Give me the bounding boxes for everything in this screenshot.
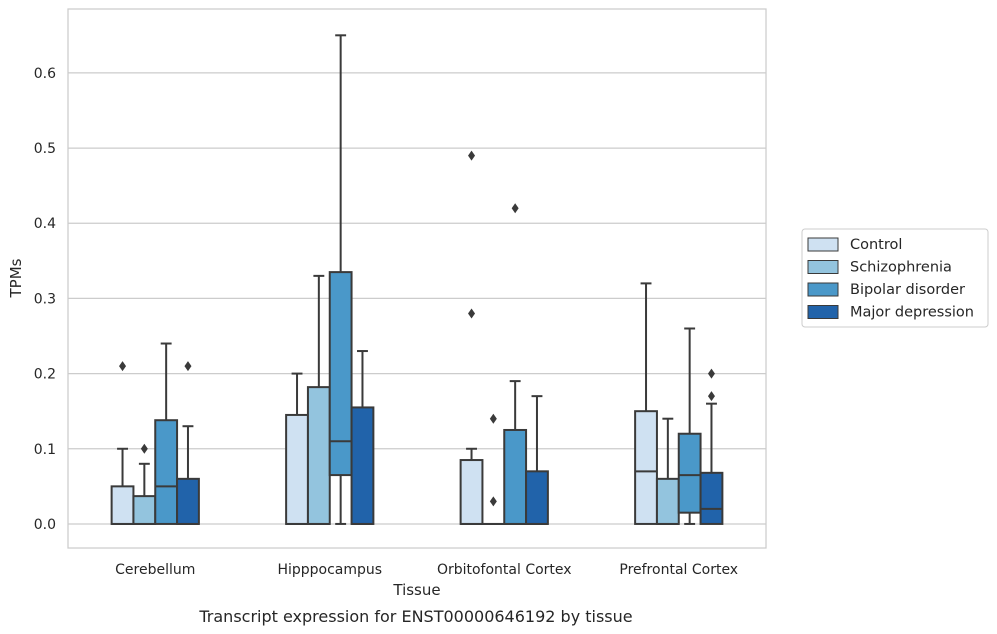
x-tick-label: Orbitofontal Cortex: [437, 562, 572, 578]
x-tick-label: Cerebellum: [115, 562, 195, 578]
legend: Control Schizophrenia Bipolar disorder Majo…: [801, 228, 989, 328]
box-schizophrenia: [655, 417, 680, 525]
box-iqr: [285, 413, 309, 525]
outlier-point: [707, 368, 715, 379]
box-iqr: [655, 477, 680, 525]
legend-swatch: [807, 282, 839, 297]
y-axis-label: TPMs: [7, 258, 25, 298]
legend-swatch: [807, 237, 839, 252]
outlier-point: [468, 150, 476, 161]
outlier-point: [184, 361, 192, 372]
box-bipolar-disorder: [677, 327, 702, 525]
y-tick-label: 0.3: [34, 291, 56, 307]
box-bipolar-disorder: [328, 34, 353, 525]
box-iqr: [154, 419, 179, 525]
box-iqr: [503, 428, 528, 525]
box-bipolar-disorder: [154, 342, 179, 525]
y-tick-label: 0.4: [34, 216, 56, 232]
box-iqr: [306, 386, 331, 525]
outlier-point: [511, 203, 519, 214]
y-tick-label: 0.0: [34, 517, 56, 533]
y-tick-label: 0.6: [34, 66, 56, 82]
y-tick-labels: 0.0 0.1 0.2 0.3 0.4 0.5 0.6: [34, 66, 56, 533]
box-iqr: [132, 495, 157, 525]
legend-entry: Control: [850, 237, 902, 253]
legend-swatch: [807, 305, 839, 319]
box-control: [459, 150, 484, 525]
x-axis-label: Tissue: [392, 581, 440, 599]
legend-swatch: [807, 260, 839, 274]
box-iqr: [634, 410, 658, 525]
box-iqr: [110, 485, 135, 525]
legend-entry: Major depression: [850, 305, 974, 321]
box-iqr: [459, 459, 484, 525]
x-tick-labels: Cerebellum Hipppocampus Orbitofontal Corte…: [115, 562, 738, 578]
chart-caption: Transcript expression for ENST0000064619…: [198, 607, 632, 626]
box-major-depression: [525, 395, 549, 525]
legend-entry: Bipolar disorder: [850, 282, 965, 298]
box-iqr: [699, 471, 724, 525]
outlier-point: [489, 413, 497, 424]
box-iqr: [677, 432, 702, 514]
x-tick-label: Prefrontal Cortex: [619, 562, 738, 578]
outlier-point: [468, 308, 476, 319]
box-iqr: [350, 406, 375, 525]
box-iqr: [328, 271, 353, 477]
box-iqr: [176, 477, 200, 525]
x-tick-label: Hipppocampus: [277, 562, 382, 578]
box-control: [110, 361, 135, 525]
y-tick-label: 0.5: [34, 141, 56, 157]
legend-entry: Schizophrenia: [850, 260, 952, 276]
outlier-point: [489, 496, 497, 507]
legend-frame: [801, 228, 989, 328]
box-control: [634, 282, 658, 525]
box-major-depression: [350, 350, 375, 525]
box-major-depression: [699, 368, 724, 525]
box-schizophrenia: [306, 274, 331, 525]
outlier-point: [707, 391, 715, 402]
box-schizophrenia: [132, 443, 157, 525]
y-tick-label: 0.1: [34, 442, 56, 458]
plot-frame: [67, 8, 767, 549]
box-iqr: [525, 470, 549, 525]
boxes: [110, 34, 724, 525]
y-tick-label: 0.2: [34, 367, 56, 383]
box-major-depression: [176, 361, 200, 525]
outlier-point: [140, 443, 148, 454]
outlier-point: [119, 361, 127, 372]
